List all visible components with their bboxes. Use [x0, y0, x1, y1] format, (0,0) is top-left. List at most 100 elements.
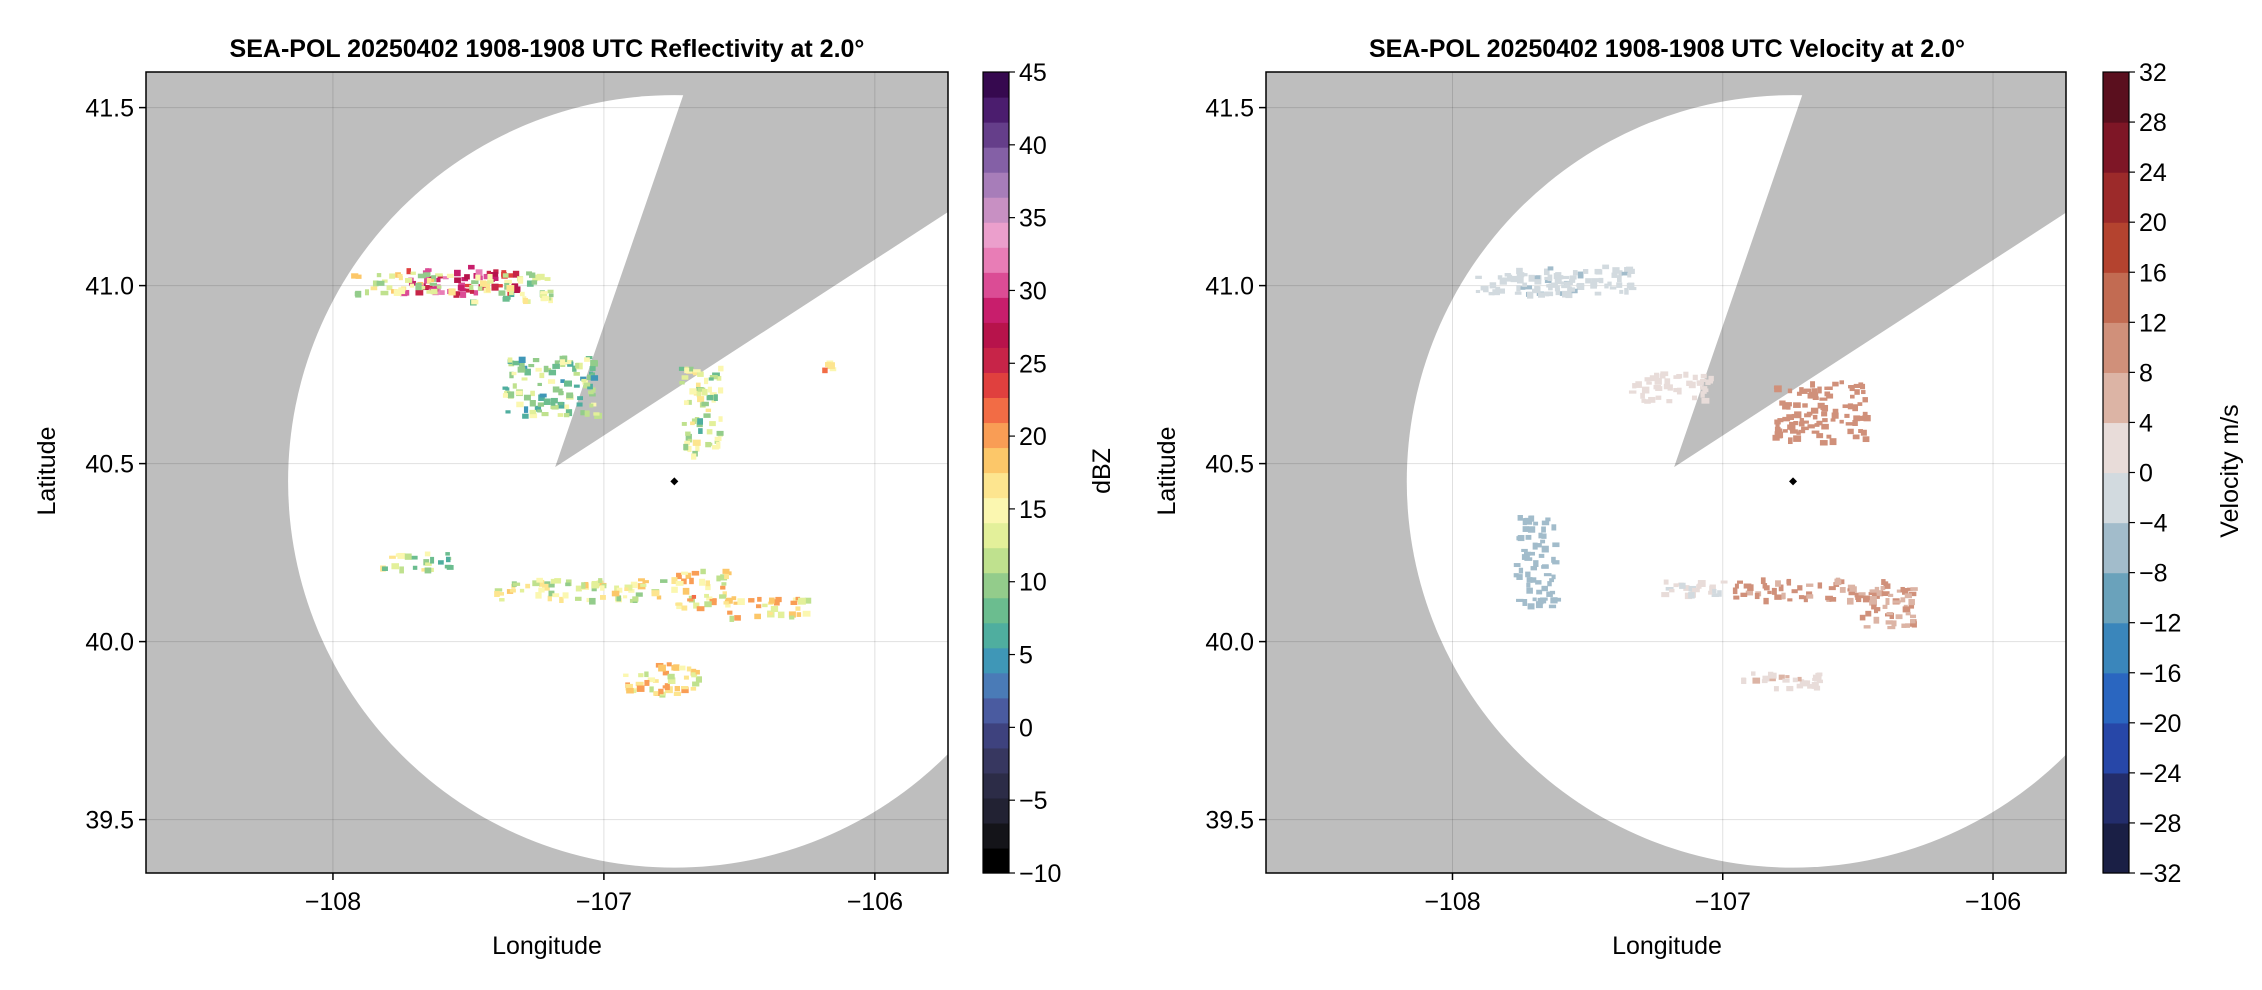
echo-pixel [1796, 391, 1802, 396]
echo-pixel [1848, 591, 1855, 596]
echo-pixel [1874, 586, 1880, 592]
echo-pixel [651, 590, 660, 597]
echo-cell [351, 271, 456, 298]
echo-pixel [523, 297, 529, 305]
echo-pixel [1552, 542, 1560, 548]
echo-pixel [684, 440, 690, 446]
echo-pixel [1785, 675, 1790, 679]
echo-pixel [1828, 586, 1836, 591]
echo-pixel [484, 281, 491, 287]
echo-pixel [512, 360, 520, 366]
echo-pixel [548, 583, 555, 588]
echo-pixel [1567, 287, 1576, 292]
echo-pixel [705, 408, 712, 413]
echo-pixel [446, 565, 454, 570]
echo-pixel [542, 583, 550, 591]
echo-pixel [1624, 287, 1629, 295]
echo-pixel [1521, 554, 1530, 560]
echo-pixel [588, 390, 594, 395]
echo-pixel [1691, 395, 1698, 401]
echo-pixel [719, 594, 727, 599]
echo-pixel [1621, 271, 1628, 276]
echo-pixel [584, 410, 590, 417]
echo-pixel [511, 283, 519, 289]
echo-pixel [1854, 389, 1860, 395]
echo-pixel [1826, 434, 1832, 439]
echo-pixel [1896, 589, 1903, 593]
echo-pixel [731, 596, 737, 601]
echo-pixel [755, 604, 762, 609]
echo-pixel [1616, 275, 1622, 283]
echo-pixel [583, 382, 591, 387]
echo-pixel [684, 368, 692, 374]
echo-pixel [701, 401, 709, 407]
echo-pixel [777, 611, 785, 619]
echo-pixel [690, 668, 697, 676]
echo-pixel [1882, 591, 1890, 596]
echo-pixel [1679, 582, 1686, 589]
x-axis: −108 −107 −106 [1424, 873, 2021, 916]
echo-pixel [693, 369, 701, 373]
echo-pixel [1555, 288, 1561, 296]
echo-pixel [1544, 276, 1549, 281]
echo-pixel [531, 280, 538, 285]
echo-pixel [425, 284, 433, 290]
echo-pixel [483, 273, 489, 280]
echo-pixel [1773, 686, 1779, 692]
echo-pixel [1900, 597, 1906, 603]
echo-pixel [376, 273, 382, 278]
echo-pixel [516, 401, 524, 408]
echo-pixel [686, 666, 692, 672]
echo-pixel [1803, 680, 1808, 685]
echo-pixel [1506, 274, 1513, 282]
colorbar-tick-label: −28 [2139, 810, 2181, 838]
echo-pixel [1524, 557, 1533, 561]
echo-pixel [1546, 284, 1554, 288]
echo-pixel [1830, 418, 1836, 422]
echo-pixel [1673, 583, 1679, 588]
echo-pixel [381, 566, 388, 572]
echo-pixel [1812, 414, 1818, 420]
x-tick-label: −106 [1965, 888, 2021, 916]
echo-pixel [558, 388, 563, 396]
echo-pixel [1548, 604, 1557, 609]
echo-pixel [1549, 578, 1555, 583]
echo-pixel [1540, 539, 1546, 544]
colorbar-segment [983, 772, 1009, 799]
echo-pixel [526, 280, 534, 287]
echo-pixel [1560, 281, 1569, 285]
echo-pixel [1798, 421, 1805, 427]
echo-pixel [656, 595, 662, 600]
echo-pixel [1881, 579, 1886, 586]
echo-pixel [1855, 596, 1860, 600]
echo-pixel [695, 669, 700, 675]
echo-pixel [535, 367, 542, 372]
echo-pixel [536, 273, 545, 280]
echo-pixel [547, 289, 554, 294]
echo-pixel [1717, 590, 1722, 597]
echo-pixel [630, 581, 638, 589]
colorbar-segment [2103, 222, 2129, 273]
echo-pixel [425, 268, 430, 273]
echo-pixel [562, 355, 568, 363]
echo-pixel [614, 585, 620, 592]
echo-pixel [697, 396, 705, 403]
colorbar-segment [983, 447, 1009, 474]
echo-pixel [709, 598, 717, 603]
echo-pixel [1911, 621, 1917, 628]
echo-pixel [1697, 580, 1706, 587]
echo-pixel [1798, 429, 1806, 434]
echo-pixel [687, 445, 692, 453]
echo-pixel [590, 375, 599, 381]
echo-pixel [1646, 381, 1652, 385]
echo-pixel [584, 357, 590, 362]
echo-pixel [1910, 619, 1916, 624]
colorbar-segment [2103, 672, 2129, 724]
echo-pixel [635, 592, 643, 597]
colorbar-segment [2103, 622, 2129, 674]
echo-pixel [469, 289, 475, 294]
echo-pixel [1801, 426, 1809, 431]
echo-pixel [471, 280, 479, 285]
echo-pixel [1892, 600, 1901, 604]
echo-pixel [1663, 383, 1668, 390]
